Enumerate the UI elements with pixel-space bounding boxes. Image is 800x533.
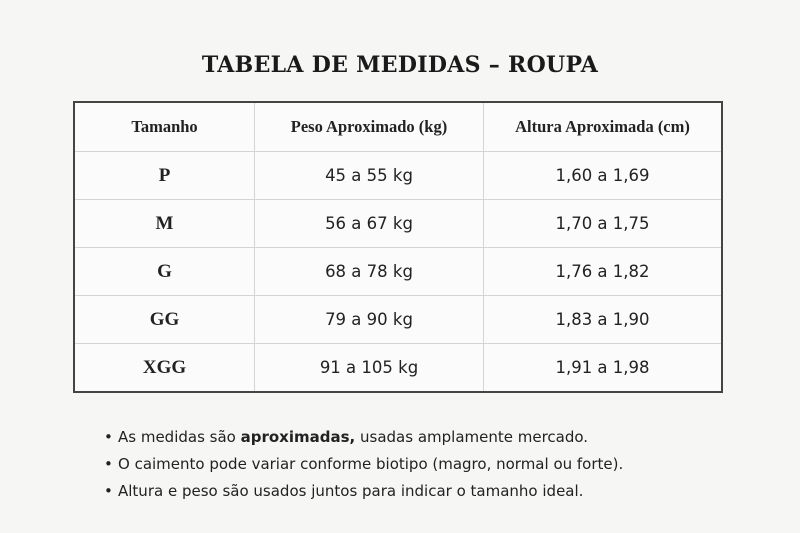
height-cell: 1,76 a 1,82	[483, 247, 722, 296]
size-cell: P	[74, 151, 255, 200]
size-cell: M	[74, 199, 255, 248]
table-row: G 68 a 78 kg 1,76 a 1,82	[74, 247, 722, 296]
size-table: Tamanho Peso Aproximado (kg) Altura Apro…	[73, 101, 723, 393]
notes-list: • As medidas são aproximadas, usadas ampl…	[104, 424, 623, 505]
note-text: O caimento pode variar conforme biotipo …	[118, 455, 624, 473]
table-row: M 56 a 67 kg 1,70 a 1,75	[74, 199, 722, 248]
height-cell: 1,91 a 1,98	[555, 358, 650, 377]
table-row: P 45 a 55 kg 1,60 a 1,69	[74, 151, 722, 200]
header-height: Altura Aproximada (cm)	[483, 102, 722, 152]
weight-cell: 79 a 90 kg	[254, 295, 484, 344]
bullet-icon: •	[104, 482, 113, 500]
size-cell: XGG	[74, 343, 255, 392]
note-item: • As medidas são aproximadas, usadas ampl…	[104, 424, 623, 451]
size-cell: GG	[74, 295, 255, 344]
note-text: usadas amplamente mercado.	[355, 428, 589, 446]
bullet-icon: •	[104, 428, 113, 446]
page-title: TABELA DE MEDIDAS – ROUPA	[201, 52, 599, 78]
weight-cell: 68 a 78 kg	[254, 247, 484, 296]
table-row: GG 79 a 90 kg 1,83 a 1,90	[74, 295, 722, 344]
weight-cell: 45 a 55 kg	[254, 151, 484, 200]
size-cell: G	[74, 247, 255, 296]
table-row: XGG 91 a 105 kg 1,91 a 1,98	[74, 343, 722, 392]
weight-cell: 91 a 105 kg	[254, 343, 484, 392]
note-emphasis: aproximadas,	[240, 428, 356, 446]
table-header-row: Tamanho Peso Aproximado (kg) Altura Apro…	[74, 102, 722, 152]
height-cell: 1,60 a 1,69	[483, 151, 722, 200]
note-item: • Altura e peso são usados juntos para in…	[104, 478, 623, 505]
header-size: Tamanho	[74, 102, 255, 152]
note-text: Altura e peso são usados juntos para ind…	[118, 482, 584, 500]
height-cell: 1,70 a 1,75	[483, 199, 722, 248]
weight-cell: 56 a 67 kg	[254, 199, 484, 248]
bullet-icon: •	[104, 455, 113, 473]
height-cell: 1,83 a 1,90	[483, 295, 722, 344]
note-text: As medidas são	[118, 428, 241, 446]
header-weight: Peso Aproximado (kg)	[254, 102, 484, 152]
note-item: • O caimento pode variar conforme biotipo…	[104, 451, 623, 478]
